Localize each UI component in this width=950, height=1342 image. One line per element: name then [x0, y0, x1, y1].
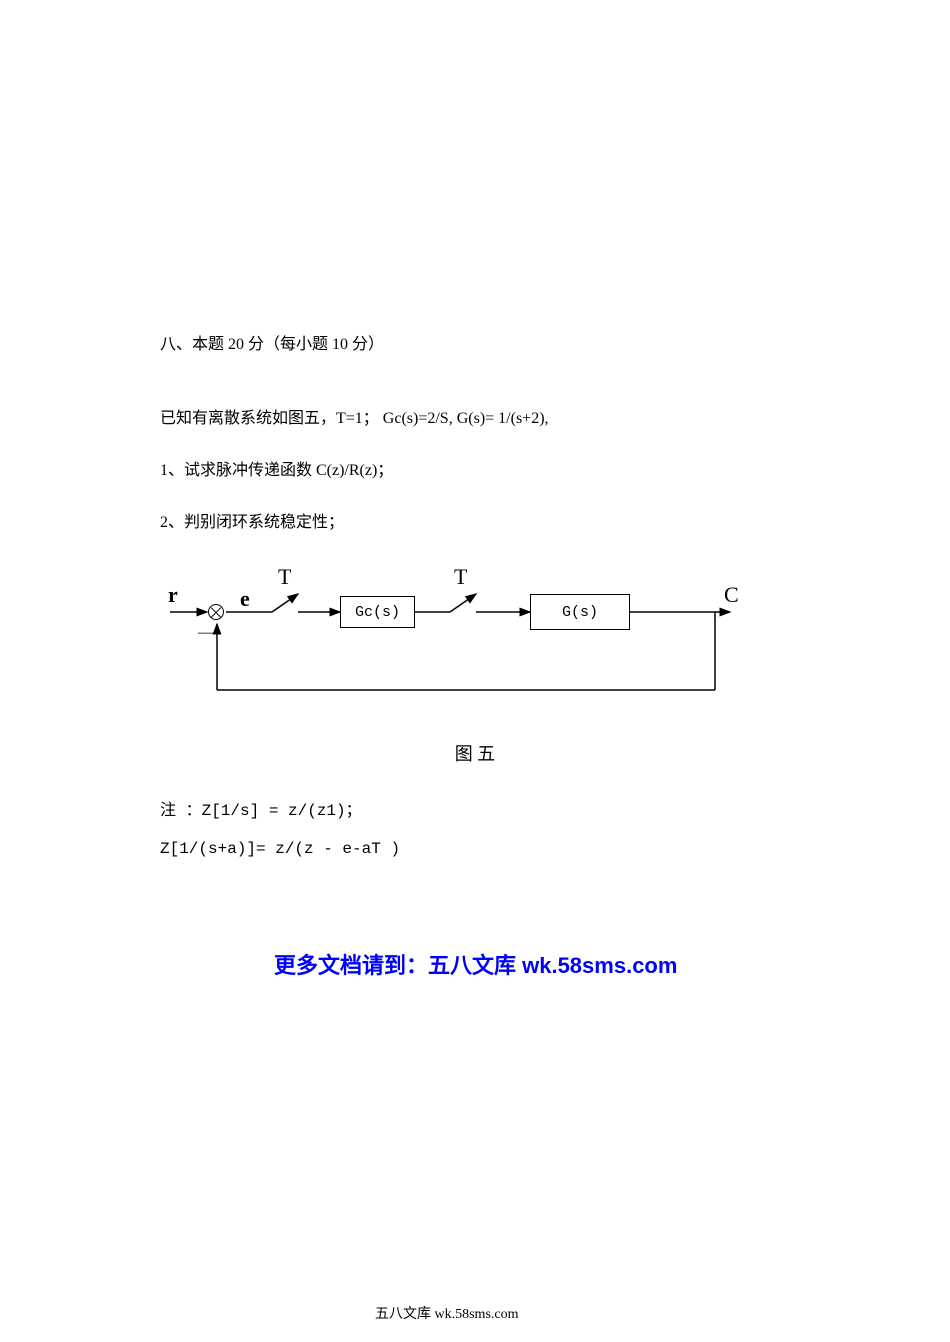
footer-text: 五八文库 wk.58sms.com — [375, 1303, 519, 1323]
output-C-label: C — [724, 582, 739, 608]
problem-statement: 已知有离散系统如图五，T=1； Gc(s)=2/S, G(s)= 1/(s+2)… — [160, 404, 790, 428]
figure-caption: 图 五 — [160, 740, 790, 766]
block-gc: Gc(s) — [340, 596, 415, 628]
promo-text: 更多文档请到：五八文库 wk.58sms.com — [274, 948, 677, 980]
block-g: G(s) — [530, 594, 630, 630]
input-r-label: r — [168, 582, 178, 608]
summing-junction — [208, 604, 224, 620]
subquestion-2: 2、判别闭环系统稳定性； — [160, 508, 790, 532]
section-heading: 八、本题 20 分（每小题 10 分） — [160, 330, 790, 354]
sampler1-T-label: T — [278, 564, 291, 590]
subquestion-1: 1、试求脉冲传递函数 C(z)/R(z)； — [160, 456, 790, 480]
error-e-label: e — [240, 586, 250, 612]
note-2: Z[1/(s+a)]= z/(z - e-aT ) — [160, 840, 790, 858]
sampler2-T-label: T — [454, 564, 467, 590]
block-diagram: r e T T C — Gc(s) G(s) — [160, 560, 750, 720]
minus-sign: — — [198, 624, 214, 642]
note-1: 注 ：Z[1/s] = z/(z1)； — [160, 796, 790, 820]
